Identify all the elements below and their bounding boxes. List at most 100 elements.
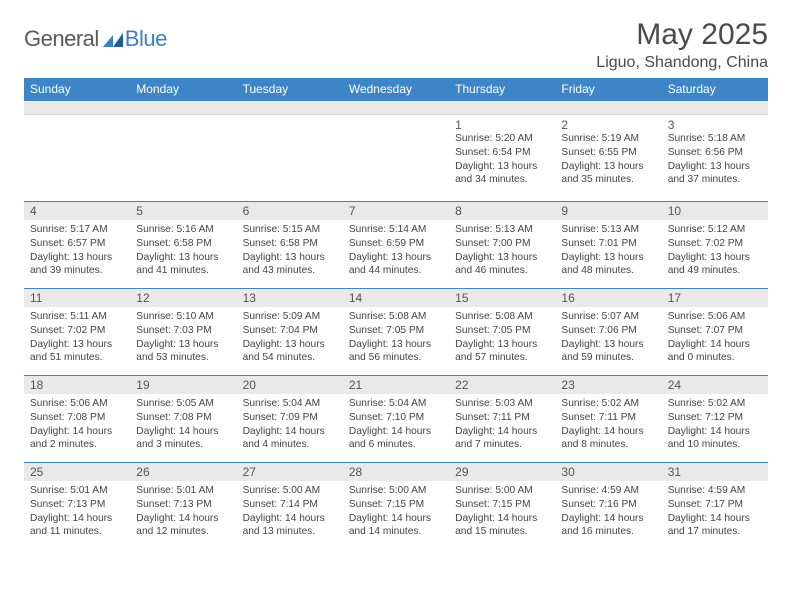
day-number: 29 bbox=[455, 465, 549, 479]
day-detail-line: Sunrise: 5:20 AM bbox=[455, 132, 549, 146]
day-detail-line: Daylight: 13 hours bbox=[136, 338, 230, 352]
day-detail-line: Sunset: 7:02 PM bbox=[30, 324, 124, 338]
location-text: Liguo, Shandong, China bbox=[596, 54, 768, 72]
day-detail-line: and 54 minutes. bbox=[243, 351, 337, 365]
day-cell: 1Sunrise: 5:20 AMSunset: 6:54 PMDaylight… bbox=[449, 115, 555, 201]
day-detail-line: Sunrise: 5:08 AM bbox=[455, 310, 549, 324]
day-number-band: 26 bbox=[130, 463, 236, 481]
day-number-band: 18 bbox=[24, 376, 130, 394]
day-number: 15 bbox=[455, 291, 549, 305]
day-cell: 10Sunrise: 5:12 AMSunset: 7:02 PMDayligh… bbox=[662, 202, 768, 288]
day-detail-line: Sunset: 7:13 PM bbox=[30, 498, 124, 512]
day-detail-line: and 34 minutes. bbox=[455, 173, 549, 187]
day-number: 22 bbox=[455, 378, 549, 392]
day-number-band: 10 bbox=[662, 202, 768, 220]
day-detail-line: and 15 minutes. bbox=[455, 525, 549, 539]
day-cell: 26Sunrise: 5:01 AMSunset: 7:13 PMDayligh… bbox=[130, 463, 236, 549]
week-row: 4Sunrise: 5:17 AMSunset: 6:57 PMDaylight… bbox=[24, 202, 768, 288]
day-detail-line: Sunrise: 4:59 AM bbox=[561, 484, 655, 498]
day-number: 13 bbox=[243, 291, 337, 305]
day-number: 16 bbox=[561, 291, 655, 305]
day-number-band: 13 bbox=[237, 289, 343, 307]
day-detail-line: Daylight: 13 hours bbox=[136, 251, 230, 265]
day-detail-line: Daylight: 14 hours bbox=[30, 425, 124, 439]
day-cell bbox=[237, 115, 343, 201]
day-detail-line: Daylight: 14 hours bbox=[136, 425, 230, 439]
week-row: 25Sunrise: 5:01 AMSunset: 7:13 PMDayligh… bbox=[24, 463, 768, 549]
weekday-header-row: Sunday Monday Tuesday Wednesday Thursday… bbox=[24, 78, 768, 101]
day-detail-line: and 13 minutes. bbox=[243, 525, 337, 539]
day-detail-line: Daylight: 13 hours bbox=[455, 338, 549, 352]
day-number-band: 29 bbox=[449, 463, 555, 481]
day-detail-line: Daylight: 14 hours bbox=[561, 425, 655, 439]
day-number: 26 bbox=[136, 465, 230, 479]
day-number-band: 23 bbox=[555, 376, 661, 394]
day-detail-line: Sunrise: 5:09 AM bbox=[243, 310, 337, 324]
day-detail-line: and 10 minutes. bbox=[668, 438, 762, 452]
day-number: 27 bbox=[243, 465, 337, 479]
day-cell: 27Sunrise: 5:00 AMSunset: 7:14 PMDayligh… bbox=[237, 463, 343, 549]
day-cell: 12Sunrise: 5:10 AMSunset: 7:03 PMDayligh… bbox=[130, 289, 236, 375]
weekday-header: Friday bbox=[555, 78, 661, 101]
day-number: 24 bbox=[668, 378, 762, 392]
day-detail-line: Sunset: 7:05 PM bbox=[349, 324, 443, 338]
day-detail-line: Sunrise: 5:03 AM bbox=[455, 397, 549, 411]
day-detail-line: Sunset: 7:05 PM bbox=[455, 324, 549, 338]
day-detail-line: Sunset: 7:00 PM bbox=[455, 237, 549, 251]
day-detail-line: Daylight: 14 hours bbox=[668, 338, 762, 352]
day-detail-line: Daylight: 14 hours bbox=[668, 512, 762, 526]
day-detail-line: Sunset: 7:09 PM bbox=[243, 411, 337, 425]
month-title: May 2025 bbox=[596, 18, 768, 52]
day-detail-line: Sunrise: 5:08 AM bbox=[349, 310, 443, 324]
day-detail-line: Sunrise: 5:13 AM bbox=[561, 223, 655, 237]
day-detail-line: Sunrise: 5:10 AM bbox=[136, 310, 230, 324]
day-detail-line: Sunrise: 5:11 AM bbox=[30, 310, 124, 324]
day-detail-line: Daylight: 13 hours bbox=[349, 251, 443, 265]
weeks-container: 1Sunrise: 5:20 AMSunset: 6:54 PMDaylight… bbox=[24, 115, 768, 549]
day-detail-line: Sunset: 7:14 PM bbox=[243, 498, 337, 512]
day-detail-line: Daylight: 13 hours bbox=[561, 251, 655, 265]
day-detail-line: Sunset: 7:03 PM bbox=[136, 324, 230, 338]
weekday-header: Wednesday bbox=[343, 78, 449, 101]
day-number: 31 bbox=[668, 465, 762, 479]
day-detail-line: Daylight: 14 hours bbox=[30, 512, 124, 526]
day-detail-line: Sunset: 7:11 PM bbox=[455, 411, 549, 425]
day-number-band: 5 bbox=[130, 202, 236, 220]
day-detail-line: Sunrise: 5:00 AM bbox=[243, 484, 337, 498]
day-detail-line: Sunrise: 4:59 AM bbox=[668, 484, 762, 498]
day-detail-line: Daylight: 13 hours bbox=[243, 251, 337, 265]
day-detail-line: Daylight: 14 hours bbox=[136, 512, 230, 526]
day-cell: 25Sunrise: 5:01 AMSunset: 7:13 PMDayligh… bbox=[24, 463, 130, 549]
day-detail-line: Daylight: 14 hours bbox=[455, 425, 549, 439]
day-cell bbox=[24, 115, 130, 201]
day-detail-line: Sunset: 6:57 PM bbox=[30, 237, 124, 251]
day-detail-line: and 4 minutes. bbox=[243, 438, 337, 452]
weekday-header: Tuesday bbox=[237, 78, 343, 101]
day-detail-line: Sunset: 7:17 PM bbox=[668, 498, 762, 512]
day-detail-line: and 53 minutes. bbox=[136, 351, 230, 365]
day-cell: 31 Sunrise: 4:59 AMSunset: 7:17 PMDayligh… bbox=[662, 463, 768, 549]
day-detail-line: Sunrise: 5:19 AM bbox=[561, 132, 655, 146]
day-detail-line: Daylight: 14 hours bbox=[668, 425, 762, 439]
day-detail-line: and 48 minutes. bbox=[561, 264, 655, 278]
day-number-band: 28 bbox=[343, 463, 449, 481]
day-detail-line: and 46 minutes. bbox=[455, 264, 549, 278]
day-detail-line: Daylight: 14 hours bbox=[349, 512, 443, 526]
week-row: 11Sunrise: 5:11 AMSunset: 7:02 PMDayligh… bbox=[24, 289, 768, 375]
day-detail-line: and 44 minutes. bbox=[349, 264, 443, 278]
day-detail-line: Daylight: 13 hours bbox=[668, 160, 762, 174]
day-cell: 17Sunrise: 5:06 AMSunset: 7:07 PMDayligh… bbox=[662, 289, 768, 375]
day-number: 9 bbox=[561, 204, 655, 218]
day-number-band: 4 bbox=[24, 202, 130, 220]
day-cell: 11Sunrise: 5:11 AMSunset: 7:02 PMDayligh… bbox=[24, 289, 130, 375]
day-detail-line: Sunset: 6:55 PM bbox=[561, 146, 655, 160]
day-detail-line: Sunset: 7:08 PM bbox=[136, 411, 230, 425]
day-detail-line: Sunrise: 5:00 AM bbox=[455, 484, 549, 498]
day-number-band: 22 bbox=[449, 376, 555, 394]
day-number-band: 15 bbox=[449, 289, 555, 307]
day-detail-line: and 2 minutes. bbox=[30, 438, 124, 452]
day-cell: 21Sunrise: 5:04 AMSunset: 7:10 PMDayligh… bbox=[343, 376, 449, 462]
day-number-band: 20 bbox=[237, 376, 343, 394]
day-cell: 7Sunrise: 5:14 AMSunset: 6:59 PMDaylight… bbox=[343, 202, 449, 288]
day-detail-line: and 37 minutes. bbox=[668, 173, 762, 187]
